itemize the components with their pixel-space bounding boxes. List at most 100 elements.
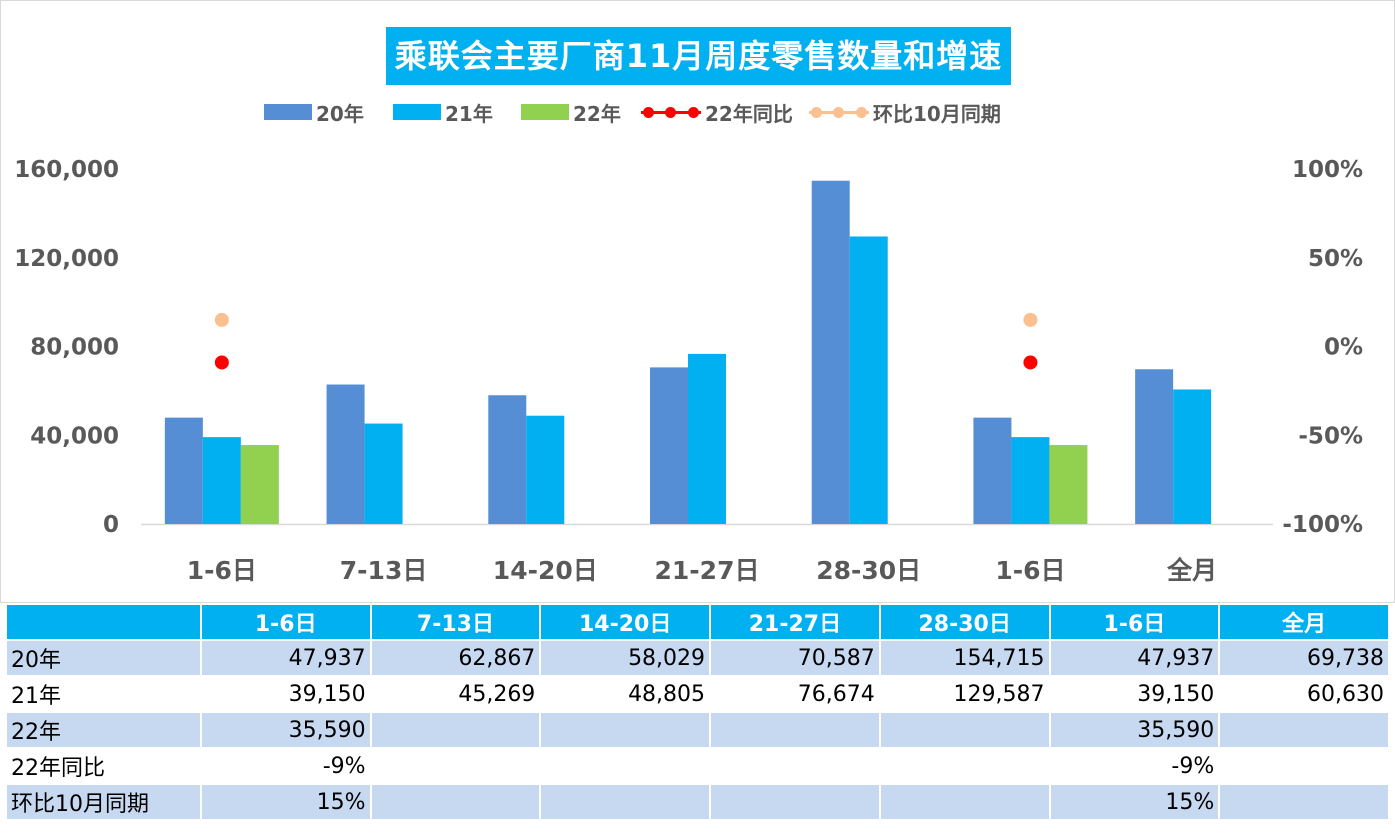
table-cell: 47,937 xyxy=(1050,641,1219,675)
marker-22年同比 xyxy=(1023,355,1038,370)
table-cell: 39,150 xyxy=(1050,677,1219,711)
table-cell xyxy=(880,749,1049,783)
table-row: 21年 39,150 45,269 48,805 76,674 129,587 … xyxy=(7,677,1388,711)
bar-21年 xyxy=(364,423,403,524)
table-row: 22年同比 -9% -9% xyxy=(7,749,1388,783)
legend-label-21: 21年 xyxy=(445,101,493,126)
y-right-tick-label: -100% xyxy=(1282,512,1363,538)
row-label: 22年同比 xyxy=(7,749,200,783)
table-cell xyxy=(541,785,710,819)
legend-swatch-22 xyxy=(521,104,569,120)
bar-21年 xyxy=(526,415,565,524)
bar-21年 xyxy=(1173,389,1212,524)
table-cell xyxy=(711,713,879,747)
legend-item-21: 21年 xyxy=(393,97,493,127)
y-right-tick-label: -50% xyxy=(1298,423,1363,449)
bar-20年 xyxy=(326,384,365,524)
table-cell xyxy=(1220,713,1388,747)
table-cell: 69,738 xyxy=(1220,641,1388,675)
table-cell: 62,867 xyxy=(371,641,540,675)
table-cell xyxy=(880,785,1049,819)
table-cell: 15% xyxy=(201,785,370,819)
legend-item-20: 20年 xyxy=(264,97,364,127)
table-cell xyxy=(371,785,540,819)
bar-20年 xyxy=(650,367,688,524)
bar-20年 xyxy=(973,417,1012,524)
bar-22年 xyxy=(1049,445,1088,524)
y-right-tick-label: 0% xyxy=(1324,335,1363,361)
legend-swatch-yoy xyxy=(641,104,701,120)
chart-area: 乘联会主要厂商11月周度零售数量和增速 20年 21年 22年 22年同比 环比… xyxy=(0,0,1395,603)
legend-label-22: 22年 xyxy=(573,101,621,126)
table-cell: 58,029 xyxy=(541,641,710,675)
table-cell xyxy=(711,749,879,783)
table-cell xyxy=(371,749,540,783)
bar-21年 xyxy=(688,353,726,524)
x-tick-label: 7-13日 xyxy=(340,556,428,585)
table-cell: 154,715 xyxy=(880,641,1049,675)
table-cell: 60,630 xyxy=(1220,677,1388,711)
table-cell xyxy=(541,713,710,747)
table-cell: 76,674 xyxy=(711,677,879,711)
marker-环比10月同期 xyxy=(214,312,229,327)
legend-label-yoy: 22年同比 xyxy=(705,101,793,126)
table-row: 环比10月同期 15% 15% xyxy=(7,785,1388,819)
legend-item-mom: 环比10月同期 xyxy=(809,97,1001,127)
bar-20年 xyxy=(488,395,527,524)
x-tick-label: 21-27日 xyxy=(655,556,760,585)
row-label: 环比10月同期 xyxy=(7,785,200,819)
y-left-tick-label: 0 xyxy=(103,512,119,538)
x-tick-label: 全月 xyxy=(1166,556,1217,585)
legend-label-mom: 环比10月同期 xyxy=(873,101,1001,126)
table-header-cell: 1-6日 xyxy=(1050,605,1219,639)
table-cell: 48,805 xyxy=(541,677,710,711)
legend-label-20: 20年 xyxy=(316,101,364,126)
legend-swatch-20 xyxy=(264,104,312,120)
legend-swatch-mom xyxy=(809,104,869,120)
table-header-cell: 21-27日 xyxy=(711,605,879,639)
table-header-cell xyxy=(7,605,200,639)
table-row: 22年 35,590 35,590 xyxy=(7,713,1388,747)
chart-title: 乘联会主要厂商11月周度零售数量和增速 xyxy=(386,27,1011,85)
table-header-cell: 14-20日 xyxy=(541,605,710,639)
bar-21年 xyxy=(849,236,888,524)
table-header-cell: 28-30日 xyxy=(880,605,1049,639)
bar-21年 xyxy=(1011,437,1050,524)
table-cell xyxy=(1220,785,1388,819)
table-cell: 39,150 xyxy=(201,677,370,711)
row-label: 21年 xyxy=(7,677,200,711)
data-table: 1-6日 7-13日 14-20日 21-27日 28-30日 1-6日 全月 … xyxy=(5,603,1390,821)
table-cell: 129,587 xyxy=(880,677,1049,711)
table-header-cell: 7-13日 xyxy=(371,605,540,639)
table-cell: 35,590 xyxy=(201,713,370,747)
y-left-tick-label: 120,000 xyxy=(14,246,119,272)
y-left-tick-label: 80,000 xyxy=(30,335,119,361)
legend-item-22: 22年 xyxy=(521,97,621,127)
table-header-cell: 1-6日 xyxy=(201,605,370,639)
marker-环比10月同期 xyxy=(1023,312,1038,327)
table-cell: 35,590 xyxy=(1050,713,1219,747)
table-cell: 45,269 xyxy=(371,677,540,711)
row-label: 22年 xyxy=(7,713,200,747)
x-tick-label: 1-6日 xyxy=(187,556,257,585)
x-tick-label: 14-20日 xyxy=(493,556,598,585)
table-cell: 15% xyxy=(1050,785,1219,819)
table-cell: -9% xyxy=(201,749,370,783)
table-cell: -9% xyxy=(1050,749,1219,783)
y-left-tick-label: 40,000 xyxy=(30,423,119,449)
table-cell xyxy=(371,713,540,747)
bar-20年 xyxy=(811,180,850,525)
chart-plot: 0 40,000 80,000 120,000 160,000 -100% -50% 0% 50… xyxy=(14,157,1363,585)
table-header-row: 1-6日 7-13日 14-20日 21-27日 28-30日 1-6日 全月 xyxy=(7,605,1388,639)
bar-22年 xyxy=(240,445,279,524)
table-cell xyxy=(880,713,1049,747)
table-cell xyxy=(1220,749,1388,783)
y-right-tick-label: 50% xyxy=(1308,246,1363,272)
x-tick-label: 1-6日 xyxy=(995,556,1065,585)
bar-21年 xyxy=(202,437,241,524)
x-tick-label: 28-30日 xyxy=(816,556,921,585)
table-row: 20年 47,937 62,867 58,029 70,587 154,715 … xyxy=(7,641,1388,675)
y-right-tick-label: 100% xyxy=(1292,157,1363,183)
table-cell: 47,937 xyxy=(201,641,370,675)
bar-20年 xyxy=(1135,369,1174,524)
